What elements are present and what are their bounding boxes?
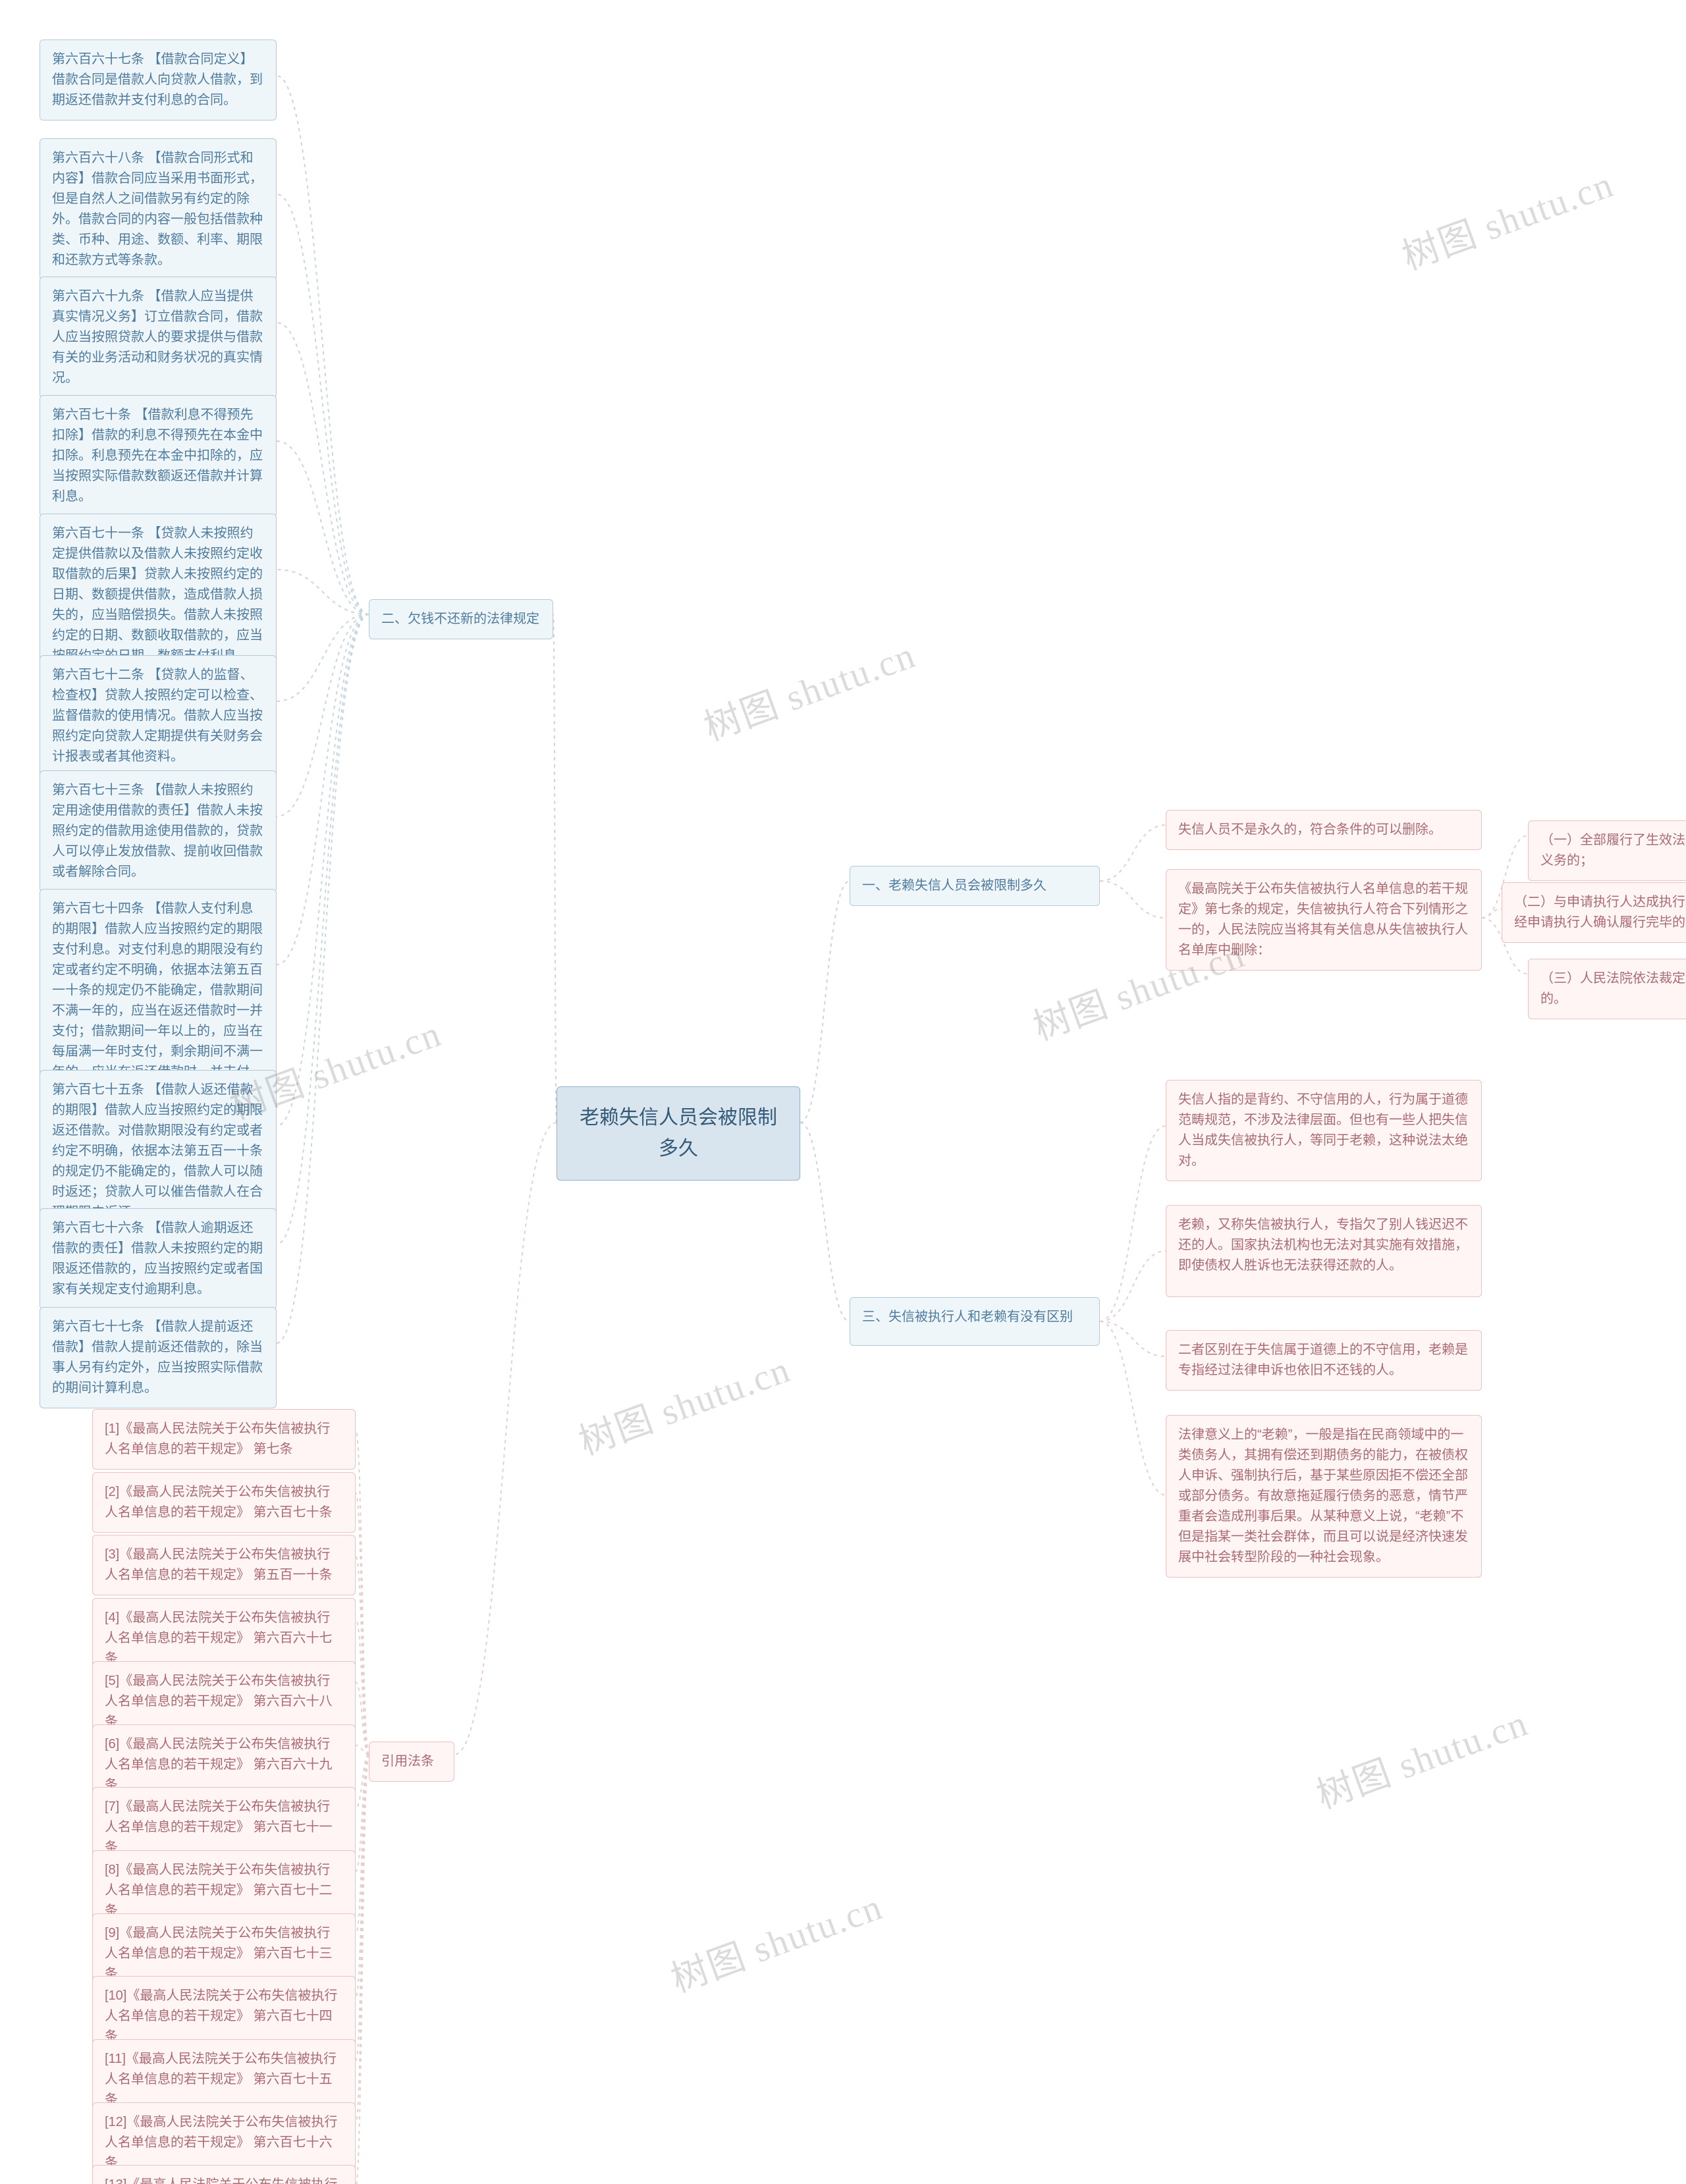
node-b3a: 失信人指的是背约、不守信用的人，行为属于道德范畴规范，不涉及法律层面。但也有一些… bbox=[1166, 1080, 1482, 1181]
edge-b2-l2 bbox=[277, 194, 369, 614]
watermark-5: 树图 shutu.cn bbox=[1308, 1693, 1535, 1819]
edge-b4-r4 bbox=[356, 1619, 369, 1754]
edge-b2-l8 bbox=[277, 614, 369, 965]
edge-b2-l1 bbox=[277, 76, 369, 614]
watermark-2: 树图 shutu.cn bbox=[695, 626, 922, 751]
edge-b4-r12 bbox=[356, 1755, 369, 2123]
node-b3d: 法律意义上的“老赖”，一般是指在民商领域中的一类债务人，其拥有偿还到期债务的能力… bbox=[1166, 1415, 1482, 1578]
edge-b4-r5 bbox=[356, 1682, 369, 1755]
edge-root-b2 bbox=[553, 614, 557, 1123]
node-b1b: 《最高院关于公布失信被执行人名单信息的若干规定》第七条的规定，失信被执行人符合下… bbox=[1166, 869, 1482, 971]
node-b3b: 老赖，又称失信被执行人，专指欠了别人钱迟迟不还的人。国家执法机构也无法对其实施有… bbox=[1166, 1205, 1482, 1297]
edge-b2-l3 bbox=[277, 323, 369, 614]
edge-b4-r3 bbox=[356, 1557, 369, 1755]
edge-b4-r9 bbox=[356, 1755, 369, 1934]
edge-b3-b3b bbox=[1100, 1251, 1166, 1321]
node-root: 老赖失信人员会被限制多久 bbox=[557, 1086, 800, 1181]
node-b3c: 二者区别在于失信属于道德上的不守信用，老赖是专指经过法律申诉也依旧不还钱的人。 bbox=[1166, 1330, 1482, 1391]
edge-b1-b1a bbox=[1100, 825, 1166, 881]
edge-b2-l7 bbox=[277, 614, 369, 816]
node-l5: 第六百七十一条 【贷款人未按照约定提供借款以及借款人未按照约定收取借款的后果】贷… bbox=[40, 514, 277, 676]
edge-b4-r11 bbox=[356, 1755, 369, 2061]
node-r1: [1]《最高人民法院关于公布失信被执行人名单信息的若干规定》 第七条 bbox=[92, 1409, 356, 1470]
edge-b2-l11 bbox=[277, 614, 369, 1343]
edge-b2-l4 bbox=[277, 441, 369, 614]
node-l4: 第六百七十条 【借款利息不得预先扣除】借款的利息不得预先在本金中扣除。利息预先在… bbox=[40, 395, 277, 517]
edge-b3-b3c bbox=[1100, 1321, 1166, 1356]
edge-b4-r13 bbox=[356, 1755, 369, 2184]
watermark-1: 树图 shutu.cn bbox=[570, 1340, 797, 1466]
edge-b3-b3d bbox=[1100, 1321, 1166, 1495]
node-b1b1: （一）全部履行了生效法律文书确定义务的； bbox=[1528, 820, 1686, 881]
node-r3: [3]《最高人民法院关于公布失信被执行人名单信息的若干规定》 第五百一十条 bbox=[92, 1535, 356, 1595]
mindmap-stage: { "canvas":{"w":2560,"h":3317}, "palette… bbox=[0, 0, 1686, 2184]
edge-b2-l10 bbox=[277, 614, 369, 1244]
node-l7: 第六百七十三条 【借款人未按照约定用途使用借款的责任】借款人未按照约定的借款用途… bbox=[40, 770, 277, 892]
watermark-3: 树图 shutu.cn bbox=[663, 1877, 889, 2003]
edge-b3-b3a bbox=[1100, 1126, 1166, 1321]
node-b1b3: （三）人民法院依法裁定终结执行的。 bbox=[1528, 959, 1686, 1019]
edge-b4-r10 bbox=[356, 1755, 369, 1998]
edge-root-b1 bbox=[800, 881, 850, 1123]
node-r2: [2]《最高人民法院关于公布失信被执行人名单信息的若干规定》 第六百七十条 bbox=[92, 1472, 356, 1533]
node-l8: 第六百七十四条 【借款人支付利息的期限】借款人应当按照约定的期限支付利息。对支付… bbox=[40, 889, 277, 1092]
edge-b4-r1 bbox=[356, 1430, 369, 1754]
edge-b4-r6 bbox=[356, 1745, 369, 1755]
node-b2: 二、欠钱不还新的法律规定 bbox=[369, 599, 553, 639]
watermark-6: 树图 shutu.cn bbox=[1394, 155, 1620, 280]
node-b1b2: （二）与申请执行人达成执行和解协议并经申请执行人确认履行完毕的； bbox=[1502, 882, 1686, 943]
node-b1a: 失信人员不是永久的，符合条件的可以删除。 bbox=[1166, 810, 1482, 850]
node-l10: 第六百七十六条 【借款人逾期返还借款的责任】借款人未按照约定的期限返还借款的，应… bbox=[40, 1208, 277, 1310]
edge-b1b-b1b2 bbox=[1482, 909, 1502, 918]
node-l11: 第六百七十七条 【借款人提前返还借款】借款人提前返还借款的，除当事人另有约定外，… bbox=[40, 1307, 277, 1408]
node-l2: 第六百六十八条 【借款合同形式和内容】借款合同应当采用书面形式，但是自然人之间借… bbox=[40, 138, 277, 280]
node-r13: [13]《最高人民法院关于公布失信被执行人名单信息的若干规定》 第六百七十七条 bbox=[92, 2165, 356, 2184]
edge-b4-r7 bbox=[356, 1755, 369, 1809]
edge-b2-l9 bbox=[277, 614, 369, 1126]
node-b1: 一、老赖失信人员会被限制多久 bbox=[850, 866, 1100, 906]
edge-b2-l5 bbox=[277, 570, 369, 614]
node-b3: 三、失信被执行人和老赖有没有区别 bbox=[850, 1297, 1100, 1346]
edge-b2-l6 bbox=[277, 614, 369, 701]
node-l3: 第六百六十九条 【借款人应当提供真实情况义务】订立借款合同，借款人应当按照贷款人… bbox=[40, 277, 277, 398]
node-l6: 第六百七十二条 【贷款人的监督、检查权】贷款人按照约定可以检查、监督借款的使用情… bbox=[40, 655, 277, 777]
edge-root-b4 bbox=[454, 1123, 557, 1755]
edge-b1-b1b bbox=[1100, 881, 1166, 918]
node-b4: 引用法条 bbox=[369, 1742, 454, 1782]
edge-root-b3 bbox=[800, 1123, 850, 1321]
edge-b4-r2 bbox=[356, 1493, 369, 1755]
node-l1: 第六百六十七条 【借款合同定义】借款合同是借款人向贷款人借款，到期返还借款并支付… bbox=[40, 40, 277, 120]
edge-b4-r8 bbox=[356, 1755, 369, 1871]
